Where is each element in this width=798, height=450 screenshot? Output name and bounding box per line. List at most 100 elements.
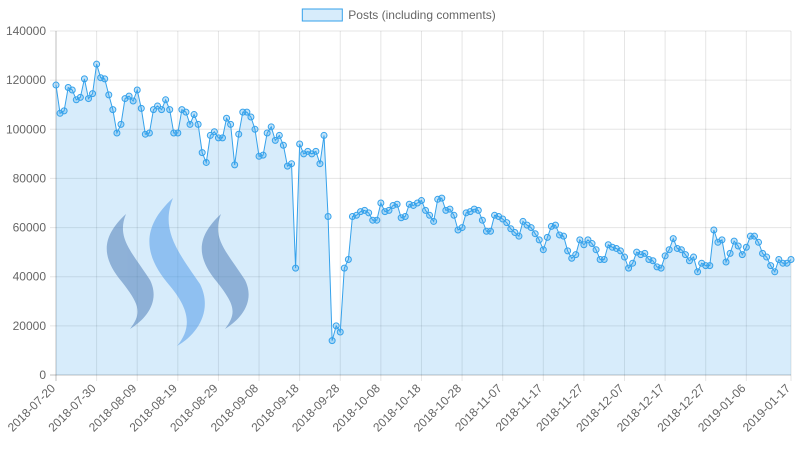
data-point[interactable] [243,108,251,116]
data-point[interactable] [231,161,239,169]
data-point[interactable] [259,151,267,159]
data-point[interactable] [190,111,198,119]
data-point[interactable] [401,213,409,221]
data-point[interactable] [755,238,763,246]
data-point[interactable] [422,206,430,214]
data-point[interactable] [365,209,373,217]
data-point[interactable] [125,92,133,100]
data-point[interactable] [580,241,588,249]
data-point[interactable] [80,75,88,83]
data-point[interactable] [129,97,137,105]
data-point[interactable] [600,256,608,264]
data-point[interactable] [592,246,600,254]
data-point[interactable] [426,211,434,219]
data-point[interactable] [60,107,68,115]
legend[interactable]: Posts (including comments) [301,8,496,22]
data-point[interactable] [202,158,210,166]
data-point[interactable] [316,160,324,168]
data-point[interactable] [210,128,218,136]
data-point[interactable] [681,251,689,259]
data-point[interactable] [787,256,795,264]
data-point[interactable] [539,246,547,254]
data-point[interactable] [117,120,125,128]
data-point[interactable] [515,232,523,240]
data-point[interactable] [677,246,685,254]
data-point[interactable] [478,216,486,224]
data-point[interactable] [690,253,698,261]
data-point[interactable] [133,86,141,94]
data-point[interactable] [344,256,352,264]
data-point[interactable] [734,242,742,250]
data-point[interactable] [694,268,702,276]
data-point[interactable] [158,106,166,114]
data-point[interactable] [706,262,714,270]
data-point[interactable] [76,93,84,101]
data-point[interactable] [247,113,255,121]
data-point[interactable] [182,108,190,116]
data-point[interactable] [373,216,381,224]
data-point[interactable] [665,246,673,254]
data-point[interactable] [710,226,718,234]
data-point[interactable] [336,328,344,336]
data-point[interactable] [661,252,669,260]
data-point[interactable] [113,129,121,137]
data-point[interactable] [145,129,153,137]
data-point[interactable] [223,114,231,122]
data-point[interactable] [629,259,637,267]
data-point[interactable] [328,337,336,345]
data-point[interactable] [320,131,328,139]
data-point[interactable] [312,147,320,155]
data-point[interactable] [722,258,730,266]
data-point[interactable] [616,247,624,255]
data-point[interactable] [430,217,438,225]
data-point[interactable] [535,236,543,244]
data-point[interactable] [332,322,340,330]
data-point[interactable] [101,75,109,83]
data-point[interactable] [377,199,385,207]
data-point[interactable] [137,104,145,112]
data-point[interactable] [726,249,734,257]
data-point[interactable] [649,257,657,265]
data-point[interactable] [93,60,101,68]
data-point[interactable] [393,200,401,208]
data-point[interactable] [227,120,235,128]
data-point[interactable] [68,86,76,94]
data-point[interactable] [527,224,535,232]
data-point[interactable] [166,106,174,114]
data-point[interactable] [474,206,482,214]
data-point[interactable] [458,224,466,232]
data-point[interactable] [263,129,271,137]
data-point[interactable] [588,240,596,248]
data-point[interactable] [669,235,677,243]
data-point[interactable] [288,160,296,168]
data-point[interactable] [251,125,259,133]
data-point[interactable] [109,106,117,114]
data-point[interactable] [218,134,226,142]
data-point[interactable] [572,251,580,259]
data-point[interactable] [487,227,494,235]
data-point[interactable] [450,211,458,219]
data-point[interactable] [621,253,629,261]
data-point[interactable] [52,81,60,89]
data-point[interactable] [186,120,194,128]
data-point[interactable] [771,268,779,276]
data-point[interactable] [657,264,665,272]
data-point[interactable] [324,213,332,221]
data-point[interactable] [292,264,300,272]
data-point[interactable] [730,237,738,245]
data-point[interactable] [235,130,243,138]
data-point[interactable] [750,232,758,240]
data-point[interactable] [551,221,559,229]
data-point[interactable] [89,90,97,98]
data-point[interactable] [738,251,746,259]
data-point[interactable] [162,96,170,104]
data-point[interactable] [105,91,113,99]
data-point[interactable] [271,136,279,144]
data-point[interactable] [625,264,633,272]
data-point[interactable] [340,264,348,272]
data-point[interactable] [198,149,206,157]
data-point[interactable] [576,236,584,244]
data-point[interactable] [503,219,511,227]
data-point[interactable] [763,253,771,261]
data-point[interactable] [194,120,202,128]
